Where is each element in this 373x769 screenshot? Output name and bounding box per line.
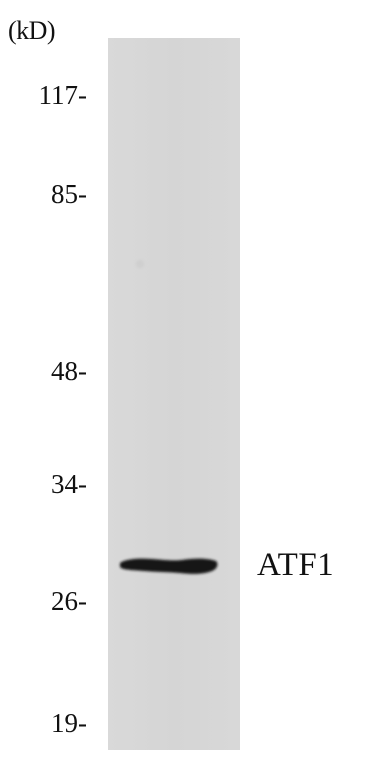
blot-lane — [108, 38, 240, 750]
marker-117: 117- — [38, 80, 88, 110]
lane-speck — [136, 260, 144, 268]
target-protein-label: ATF1 — [257, 547, 335, 583]
marker-26: 26- — [51, 586, 87, 616]
marker-34: 34- — [51, 469, 87, 499]
protein-band-shape — [120, 558, 218, 574]
unit-label: (kD) — [8, 16, 56, 45]
marker-19: 19- — [51, 708, 87, 738]
protein-band — [116, 553, 220, 579]
marker-48: 48- — [51, 356, 87, 386]
marker-85: 85- — [51, 179, 87, 209]
